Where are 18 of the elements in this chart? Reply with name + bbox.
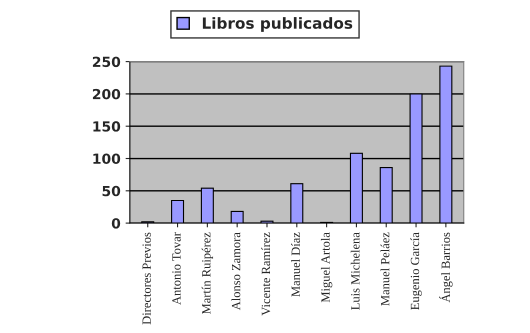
x-tick-label: Martín Ruipérez <box>202 232 214 314</box>
x-tick-label: Luis Michelena <box>350 232 360 310</box>
x-tick-label: Alonso Zamora <box>232 232 240 310</box>
y-tick-label: 100 <box>93 153 120 164</box>
y-tick-label: 150 <box>93 121 120 132</box>
x-tick-label: Miguel Artola <box>320 232 332 302</box>
y-tick-label: 50 <box>102 186 120 196</box>
y-tick-label: 250 <box>92 56 120 68</box>
legend-label: Libros publicados <box>202 17 352 32</box>
x-tick-label: Ángel Barrios <box>439 232 453 302</box>
y-tick-label: 0 <box>112 218 120 229</box>
x-tick-label: Directores Previos <box>142 232 151 324</box>
x-tick-label: Eugenio García <box>410 232 422 310</box>
x-tick-label: Vicente Ramírez <box>261 232 270 316</box>
y-tick-label: 200 <box>92 88 120 100</box>
x-tick-label: Manuel Díaz <box>291 232 300 297</box>
x-tick-label: Antonio Tovar <box>172 232 181 305</box>
x-tick-label: Manuel Peláez <box>380 232 390 306</box>
